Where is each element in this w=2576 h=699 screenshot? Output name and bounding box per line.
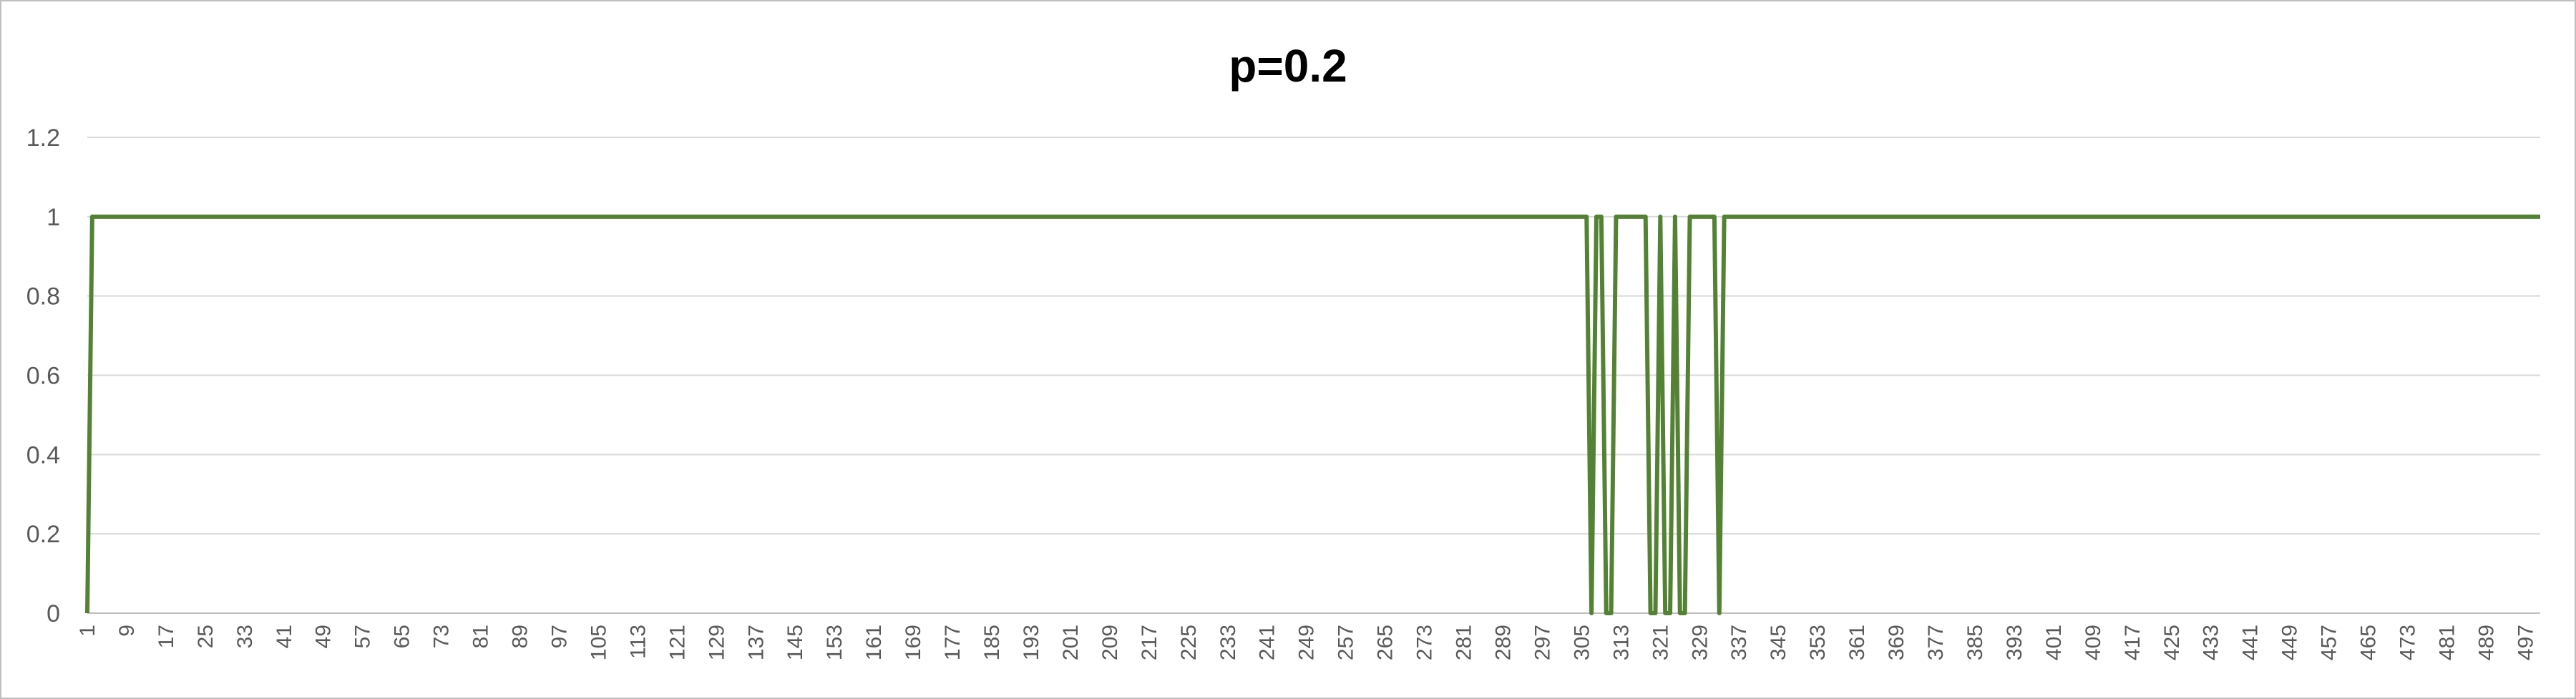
x-tick-label: 17 xyxy=(155,625,178,648)
x-tick-label: 193 xyxy=(1020,625,1043,660)
x-tick-label: 449 xyxy=(2278,625,2302,660)
x-tick-label: 185 xyxy=(980,625,1004,660)
x-tick-label: 401 xyxy=(2042,625,2066,660)
x-tick-label: 241 xyxy=(1256,625,1279,660)
x-tick-label: 233 xyxy=(1216,625,1240,660)
x-tick-label: 209 xyxy=(1098,625,1122,660)
x-tick-label: 249 xyxy=(1295,625,1319,660)
x-tick-label: 489 xyxy=(2474,625,2498,660)
x-tick-label: 313 xyxy=(1609,625,1633,660)
y-tick-label: 0.8 xyxy=(26,283,60,311)
x-tick-label: 97 xyxy=(547,625,571,648)
x-tick-label: 281 xyxy=(1453,625,1476,660)
y-axis-ticks: 0 0.2 0.4 0.6 0.8 1 1.2 xyxy=(26,124,60,627)
x-tick-label: 65 xyxy=(391,625,414,648)
x-tick-label: 353 xyxy=(1806,625,1830,660)
x-tick-label: 329 xyxy=(1688,625,1712,660)
y-tick-label: 0 xyxy=(47,600,60,627)
x-tick-label: 33 xyxy=(233,625,257,648)
x-tick-label: 369 xyxy=(1885,625,1908,660)
x-tick-label: 473 xyxy=(2396,625,2420,660)
x-tick-label: 161 xyxy=(862,625,886,660)
x-tick-label: 265 xyxy=(1374,625,1397,660)
chart-title: p=0.2 xyxy=(1229,40,1347,92)
x-tick-label: 89 xyxy=(509,625,532,648)
x-tick-label: 409 xyxy=(2082,625,2105,660)
x-tick-label: 481 xyxy=(2435,625,2459,660)
series-line xyxy=(85,214,2540,615)
x-tick-label: 57 xyxy=(351,625,375,648)
y-tick-label: 0.6 xyxy=(26,363,60,390)
x-tick-label: 321 xyxy=(1649,625,1672,660)
x-tick-label: 217 xyxy=(1138,625,1161,660)
x-tick-label: 257 xyxy=(1335,625,1358,660)
x-tick-label: 377 xyxy=(1924,625,1948,660)
x-tick-label: 49 xyxy=(312,625,336,648)
x-axis-ticks: 1 9 17 25 33 41 49 57 65 73 81 89 97 105 113 121 129 137 1… xyxy=(76,625,2537,660)
x-tick-label: 105 xyxy=(587,625,610,660)
x-tick-label: 337 xyxy=(1727,625,1751,660)
x-tick-label: 305 xyxy=(1570,625,1594,660)
x-tick-label: 25 xyxy=(194,625,218,648)
x-tick-label: 441 xyxy=(2239,625,2263,660)
y-tick-label: 1.2 xyxy=(26,124,60,152)
x-tick-label: 289 xyxy=(1491,625,1515,660)
y-tick-label: 0.4 xyxy=(26,441,60,469)
x-tick-label: 1 xyxy=(76,625,99,637)
x-tick-label: 73 xyxy=(430,625,454,648)
x-tick-label: 425 xyxy=(2160,625,2184,660)
x-tick-label: 417 xyxy=(2121,625,2145,660)
gridlines xyxy=(87,137,2540,614)
x-tick-label: 121 xyxy=(665,625,689,660)
x-tick-label: 81 xyxy=(469,625,493,648)
x-tick-label: 9 xyxy=(115,625,139,637)
x-tick-label: 457 xyxy=(2318,625,2341,660)
x-tick-label: 465 xyxy=(2357,625,2381,660)
series-group xyxy=(85,214,2540,615)
x-tick-label: 345 xyxy=(1767,625,1790,660)
x-tick-label: 273 xyxy=(1413,625,1437,660)
x-tick-label: 393 xyxy=(2003,625,2026,660)
y-tick-label: 1 xyxy=(47,204,60,231)
x-tick-label: 145 xyxy=(784,625,807,660)
x-tick-label: 433 xyxy=(2200,625,2223,660)
x-tick-label: 113 xyxy=(626,625,650,659)
x-tick-label: 137 xyxy=(744,625,768,660)
y-tick-label: 0.2 xyxy=(26,521,60,548)
x-tick-label: 169 xyxy=(902,625,925,660)
x-tick-label: 129 xyxy=(705,625,728,660)
x-tick-label: 225 xyxy=(1177,625,1201,660)
x-tick-label: 201 xyxy=(1059,625,1083,660)
x-tick-label: 497 xyxy=(2514,625,2537,660)
x-tick-label: 385 xyxy=(1963,625,1987,660)
x-tick-label: 41 xyxy=(273,625,296,648)
x-tick-label: 361 xyxy=(1845,625,1869,660)
x-tick-label: 177 xyxy=(941,625,965,660)
x-tick-label: 153 xyxy=(823,625,847,660)
x-tick-label: 297 xyxy=(1531,625,1554,660)
